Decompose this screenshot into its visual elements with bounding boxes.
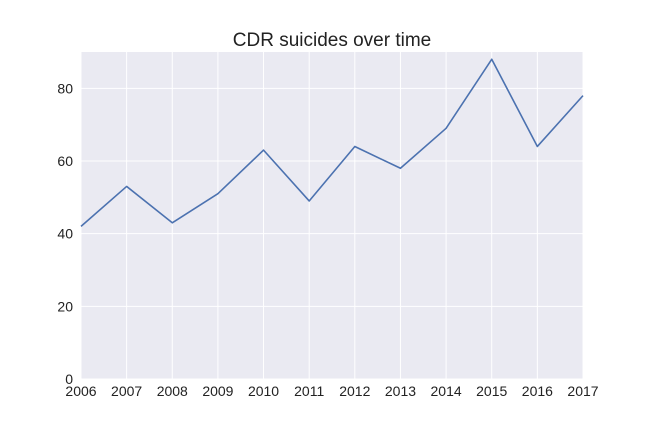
series-layer [80,58,584,228]
grid-lines [80,52,584,380]
x-axis-ticks: 2006 2007 2008 2009 2010 2011 2012 2013 2014 2015… [65,383,598,399]
x-tick-label: 2006 [65,383,96,399]
x-tick-label: 2012 [339,383,370,399]
x-tick-label: 2017 [567,383,598,399]
series-line [80,58,584,228]
y-tick-label: 20 [57,298,73,314]
x-tick-label: 2010 [248,383,279,399]
x-tick-label: 2015 [476,383,507,399]
x-tick-label: 2016 [522,383,553,399]
plot-area [81,52,583,379]
chart-title: CDR suicides over time [233,30,432,51]
x-tick-label: 2014 [431,383,462,399]
y-tick-label: 80 [57,80,73,96]
x-tick-label: 2011 [294,383,324,399]
x-tick-label: 2009 [202,383,233,399]
y-tick-label: 0 [65,371,73,387]
y-tick-label: 40 [57,226,73,242]
x-tick-label: 2007 [111,383,142,399]
x-tick-label: 2013 [385,383,416,399]
x-tick-label: 2008 [157,383,188,399]
y-tick-label: 60 [57,153,73,169]
y-axis-ticks: 0 20 40 60 80 [57,80,73,387]
